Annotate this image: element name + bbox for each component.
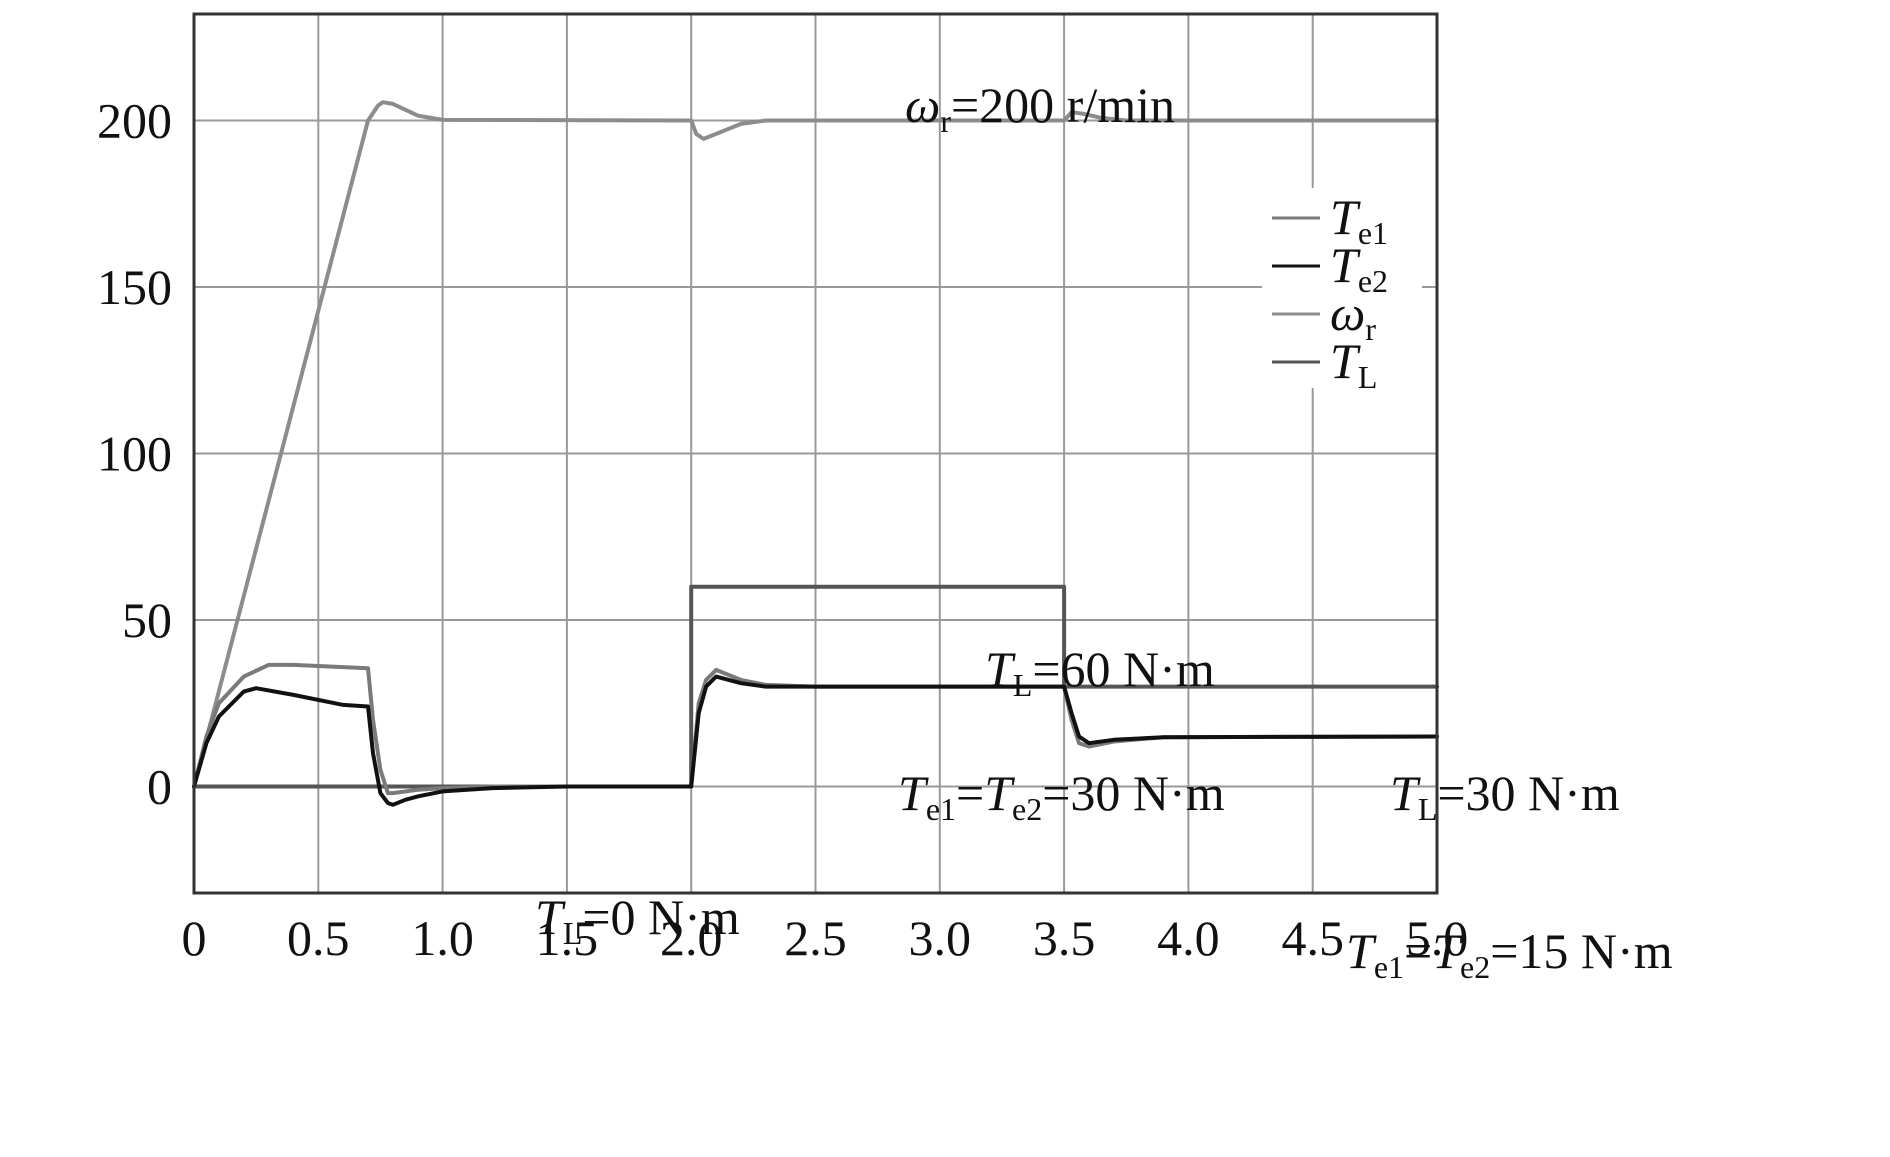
x-tick-label: 3.0: [909, 910, 972, 966]
series-te2-line: [192, 674, 1439, 807]
annotation-load-0: TL=0 N·m: [535, 889, 740, 951]
y-tick-label: 200: [97, 93, 172, 149]
y-tick-label: 150: [97, 259, 172, 315]
x-tick-label: 3.5: [1033, 910, 1096, 966]
annotation-load-30: TL=30 N·m: [1390, 765, 1620, 827]
y-tick-label: 50: [122, 592, 172, 648]
legend-entry: ωr: [1330, 285, 1376, 347]
annotation-speed: ωr=200 r/min: [905, 77, 1175, 139]
x-tick-label: 4.5: [1281, 910, 1344, 966]
x-tick-label: 2.5: [784, 910, 847, 966]
x-tick-label: 5.0: [1406, 910, 1469, 966]
series-lines: [192, 100, 1439, 807]
x-tick-label: 0: [182, 910, 207, 966]
annotation-torque-15: Te1=Te2=15 N·m: [1346, 923, 1673, 985]
legend-entry: TL: [1330, 333, 1377, 395]
legend-background: [1262, 188, 1422, 388]
y-tick-label: 0: [147, 758, 172, 814]
annotation-torque-30: Te1=Te2=30 N·m: [898, 765, 1225, 827]
plot-frame: [192, 12, 1439, 895]
x-tick-label: 2.0: [660, 910, 723, 966]
y-tick-label: 100: [97, 426, 172, 482]
annotation-load-60: TL=60 N·m: [985, 641, 1215, 703]
legend-entry: Te1: [1330, 189, 1388, 251]
tick-labels: 0 0.5 1.0 1.5 2.0 2.5 3.0 3.5 4.0 4.5 5.0 0 50 100 150…: [97, 93, 1468, 966]
legend-entry: Te2: [1330, 237, 1388, 299]
series-speed-line: [192, 100, 1439, 789]
x-tick-label: 1.5: [536, 910, 599, 966]
x-tick-label: 0.5: [287, 910, 350, 966]
x-tick-label: 1.0: [411, 910, 474, 966]
x-tick-label: 4.0: [1157, 910, 1220, 966]
